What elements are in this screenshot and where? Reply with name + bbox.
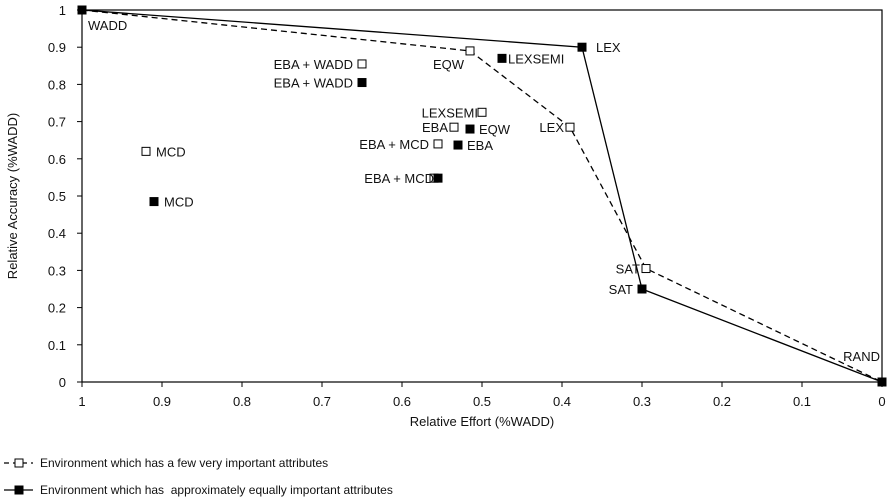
solid-frontier-line [81, 9, 883, 383]
series-markers [77, 5, 887, 387]
filled-square-marker [497, 53, 507, 63]
legend-filled-square-marker [14, 485, 24, 495]
y-tick-label: 1 [59, 3, 66, 18]
y-tick-label: 0.9 [48, 40, 66, 55]
legend-item-open: Environment which has a few very importa… [4, 456, 328, 470]
point-label: EQW [479, 122, 511, 137]
x-tick-label: 0.6 [393, 394, 411, 409]
point-label: EBA + WADD [274, 57, 353, 72]
y-tick-label: 0.5 [48, 189, 66, 204]
y-tick-label: 0.6 [48, 152, 66, 167]
x-tick-label: 0.2 [713, 394, 731, 409]
open-square-marker [477, 107, 487, 117]
point-label: EBA + MCD [364, 171, 434, 186]
filled-square-marker [77, 5, 87, 15]
y-tick-label: 0.4 [48, 226, 66, 241]
point-label: LEXSEMI [508, 51, 564, 66]
point-label: EBA [467, 138, 493, 153]
point-label: LEXSEMI [422, 105, 478, 120]
legend-item-filled: Environment which has approximately equa… [4, 483, 393, 497]
x-tick-label: 0 [878, 394, 885, 409]
open-square-marker [357, 59, 367, 69]
x-tick-label: 0.4 [553, 394, 571, 409]
open-square-marker [641, 264, 651, 274]
point-label: SAT [609, 282, 633, 297]
dashed-frontier-line [81, 9, 883, 383]
open-square-marker [141, 146, 151, 156]
x-tick-label: 0.1 [793, 394, 811, 409]
filled-square-marker [149, 197, 159, 207]
filled-square-marker [453, 140, 463, 150]
filled-square-marker [465, 124, 475, 134]
y-tick-label: 0.3 [48, 263, 66, 278]
point-label: LEX [539, 120, 564, 135]
y-axis-label: Relative Accuracy (%WADD) [5, 113, 20, 279]
point-label: MCD [156, 144, 186, 159]
point-label: WADD [88, 18, 127, 33]
y-tick-label: 0.8 [48, 77, 66, 92]
point-label: MCD [164, 195, 194, 210]
open-square-marker [565, 122, 575, 132]
point-label: EBA + WADD [274, 76, 353, 91]
legend-open-square-marker [14, 458, 24, 468]
y-tick-label: 0.1 [48, 338, 66, 353]
x-tick-label: 0.7 [313, 394, 331, 409]
plot-frame [81, 9, 883, 383]
legend-label-filled: Environment which has approximately equa… [40, 483, 393, 497]
x-tick-label: 0.5 [473, 394, 491, 409]
x-tick-label: 0.9 [153, 394, 171, 409]
filled-square-marker [877, 377, 887, 387]
x-tick-label: 0.3 [633, 394, 651, 409]
series-lines [81, 9, 883, 383]
open-square-marker [449, 122, 459, 132]
point-label: RAND [843, 349, 880, 364]
x-axis-ticks: 1 0.9 0.8 0.7 0.6 0.5 0.4 0.3 0.2 0.1 0 [78, 382, 886, 409]
x-tick-label: 1 [78, 394, 85, 409]
point-label: SAT [616, 262, 640, 277]
y-tick-label: 0 [59, 375, 66, 390]
legend-label-open: Environment which has a few very importa… [40, 456, 328, 470]
y-tick-label: 0.2 [48, 301, 66, 316]
filled-square-marker [577, 42, 587, 52]
open-square-marker [465, 46, 475, 56]
point-label: EQW [433, 57, 465, 72]
legend: Environment which has a few very importa… [4, 456, 393, 497]
point-label: EBA [422, 120, 448, 135]
filled-square-marker [433, 173, 443, 183]
filled-square-marker [637, 284, 647, 294]
y-axis-ticks: 0 0.1 0.2 0.3 0.4 0.5 0.6 0.7 0.8 0.9 1 [48, 3, 82, 390]
open-square-marker [433, 139, 443, 149]
filled-square-marker [357, 78, 367, 88]
point-label: LEX [596, 40, 621, 55]
x-axis-label: Relative Effort (%WADD) [410, 414, 554, 429]
y-tick-label: 0.7 [48, 115, 66, 130]
x-tick-label: 0.8 [233, 394, 251, 409]
point-label: EBA + MCD [359, 137, 429, 152]
